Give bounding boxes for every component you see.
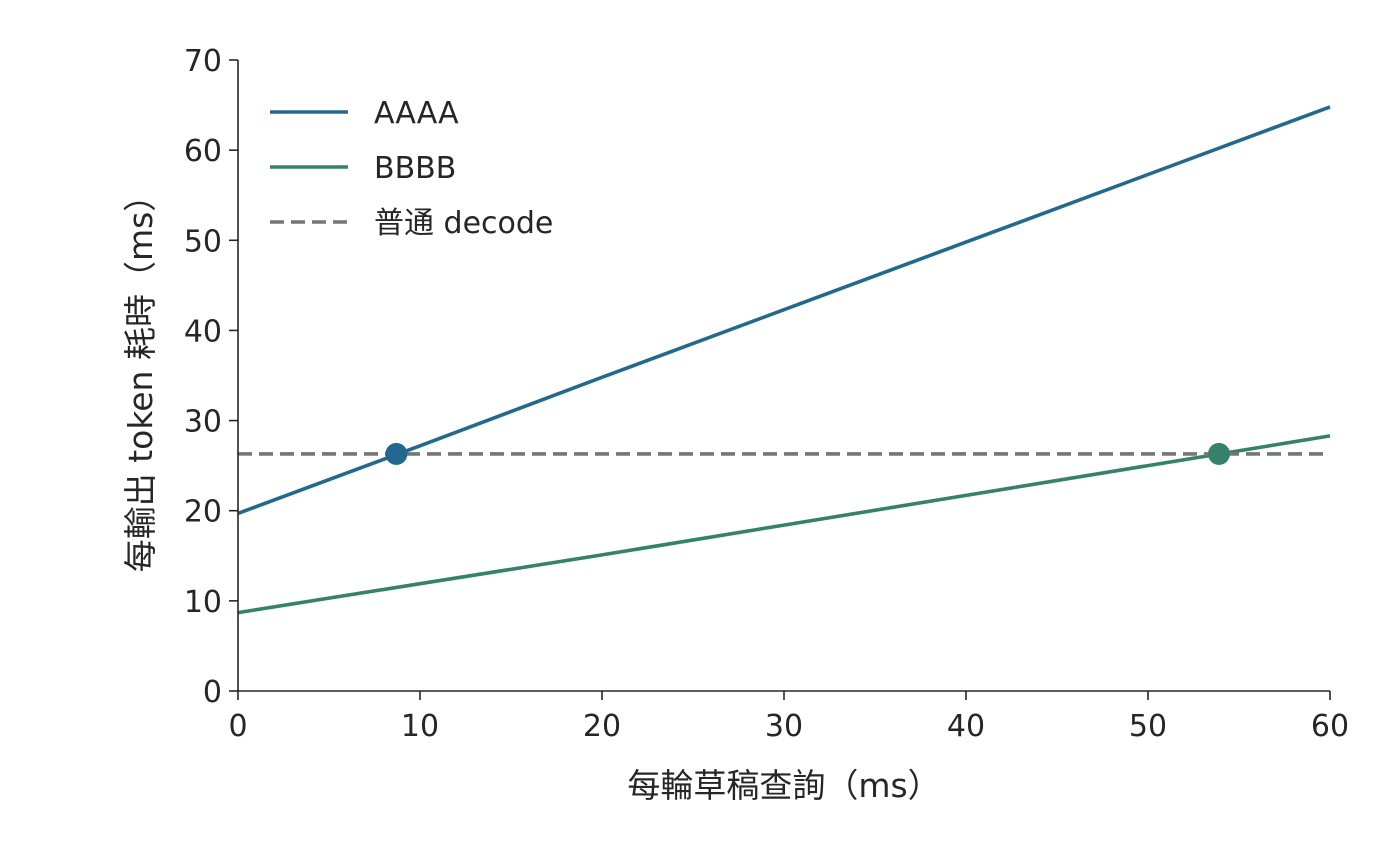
x-tick-label: 30	[765, 709, 803, 744]
x-tick-label: 60	[1311, 709, 1349, 744]
intersection-marker-1	[385, 442, 408, 465]
legend: AAAA BBBB 普通 decode	[270, 96, 553, 241]
intersection-marker-2	[1207, 442, 1230, 465]
legend-label-2: BBBB	[374, 151, 456, 186]
y-tick-label: 20	[184, 495, 222, 530]
axes: 0 10 20 30 40 50 60 0 10 20 30 40 50 60 70	[184, 44, 1349, 744]
x-tick-label: 0	[228, 709, 247, 744]
x-tick-label: 10	[401, 709, 439, 744]
y-tick-label: 40	[184, 314, 222, 349]
x-tick-label: 50	[1129, 709, 1167, 744]
y-axis-title: 每輸出 token 耗時（ms）	[121, 179, 160, 573]
y-tick-label: 0	[203, 675, 222, 710]
y-tick-label: 30	[184, 405, 222, 440]
x-tick-label: 40	[947, 709, 985, 744]
legend-label-1: AAAA	[374, 96, 459, 131]
x-tick-label: 20	[583, 709, 621, 744]
legend-label-3: 普通 decode	[374, 206, 553, 241]
y-tick-label: 50	[184, 224, 222, 259]
y-tick-label: 70	[184, 44, 222, 79]
y-tick-label: 10	[184, 585, 222, 620]
series-line-1	[237, 105, 1331, 516]
y-tick-label: 60	[184, 134, 222, 169]
x-axis-title: 每輪草稿查詢（ms）	[627, 766, 940, 805]
series-line-2	[237, 434, 1331, 615]
plot-marks	[237, 105, 1331, 615]
